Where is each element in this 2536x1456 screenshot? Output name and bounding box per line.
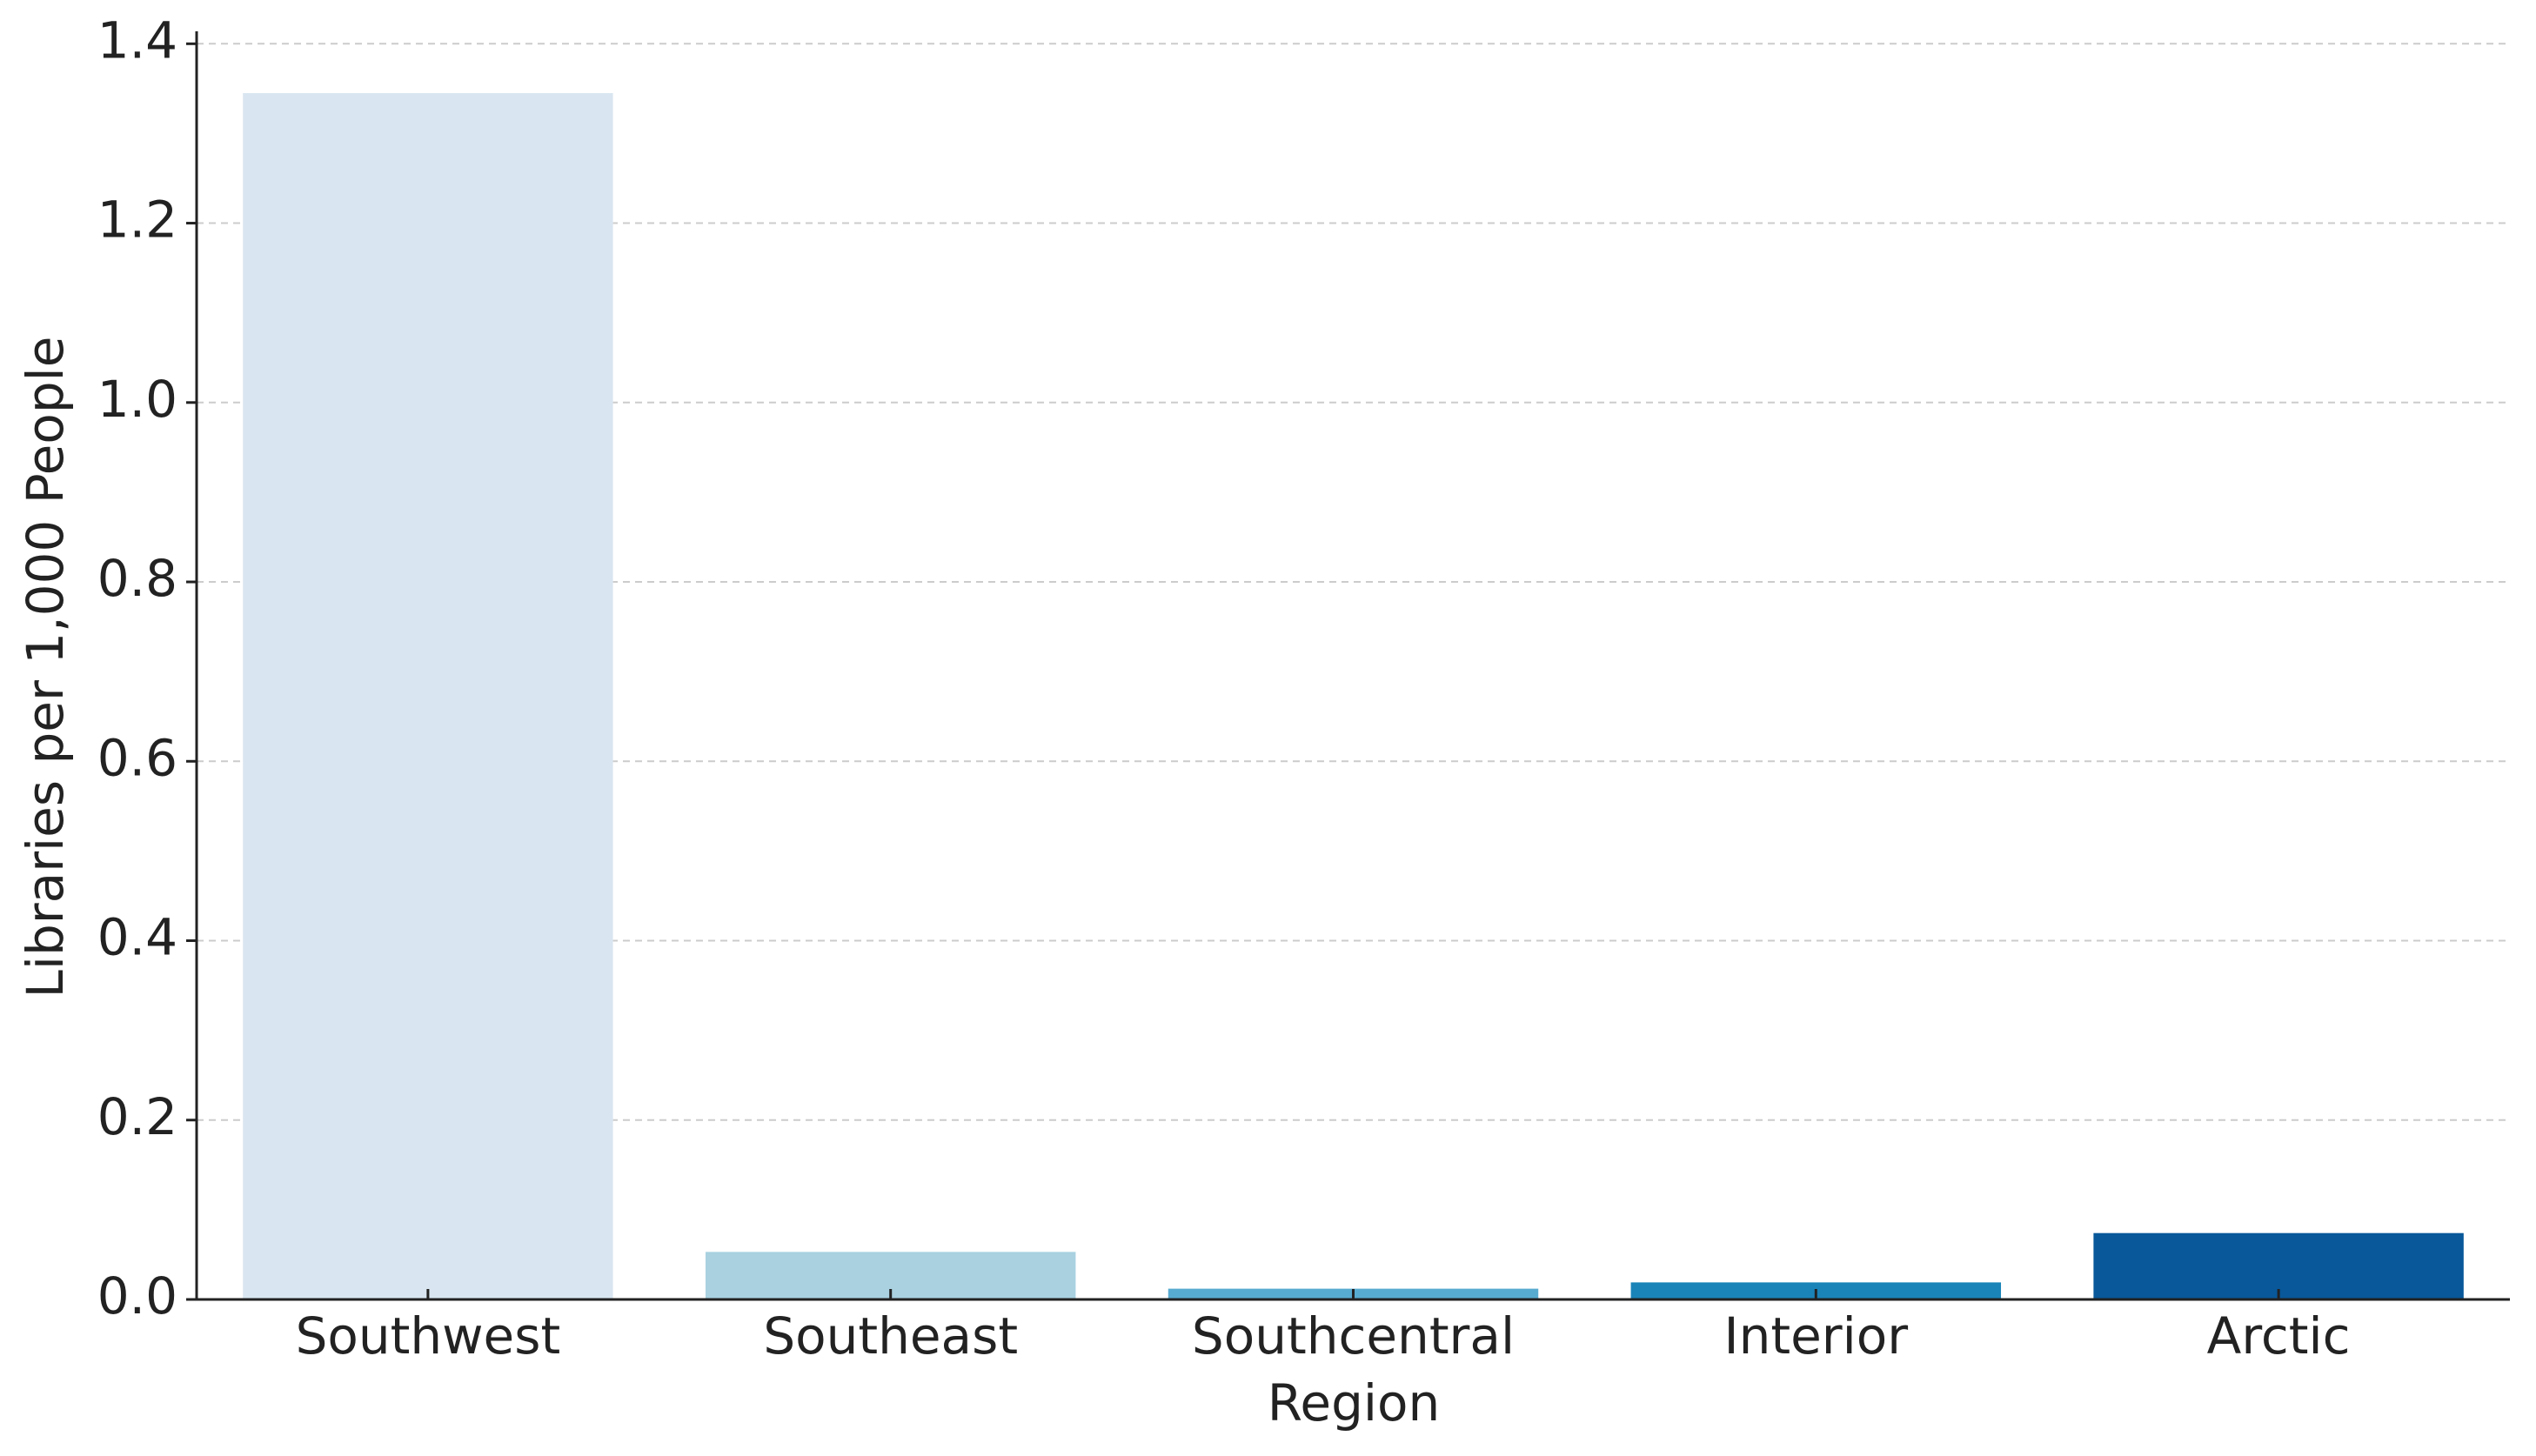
y-tick-label: 1.2: [97, 190, 177, 250]
x-tick-label: Southcentral: [1192, 1306, 1515, 1366]
x-tick-label: Arctic: [2207, 1306, 2351, 1366]
y-tick-label: 0.6: [97, 728, 177, 787]
bar: [2093, 1232, 2464, 1299]
y-tick-label: 1.4: [97, 10, 177, 70]
y-axis-label: Libraries per 1,000 People: [16, 337, 75, 998]
x-tick-label: Interior: [1724, 1306, 1909, 1366]
y-tick-label: 0.8: [97, 549, 177, 608]
y-tick-label: 0.4: [97, 908, 177, 967]
x-tick-label: Southwest: [296, 1306, 561, 1366]
bar: [243, 93, 613, 1300]
x-tick-label: Southeast: [763, 1306, 1018, 1366]
x-axis-label: Region: [1268, 1373, 1441, 1433]
y-tick-label: 0.0: [97, 1266, 177, 1326]
y-tick-label: 0.2: [97, 1087, 177, 1146]
y-tick-label: 1.0: [97, 370, 177, 429]
